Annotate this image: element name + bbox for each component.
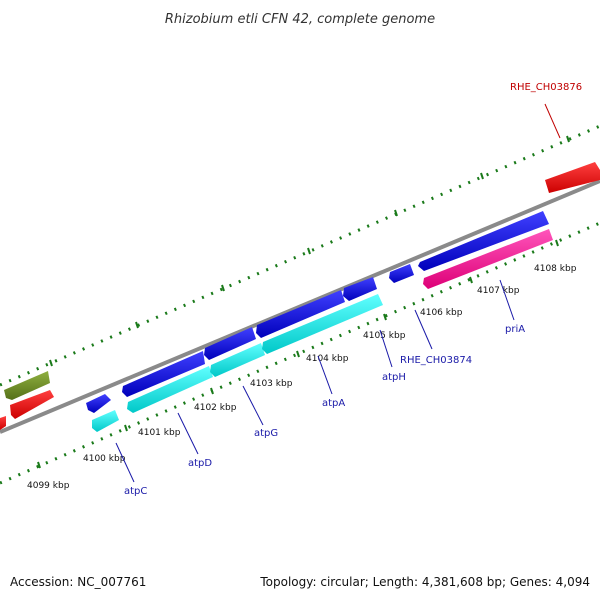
inner-tick-track <box>0 221 600 485</box>
gene-label-atpD[interactable]: atpD <box>188 458 212 469</box>
tick-label: 4106 kbp <box>420 308 463 318</box>
gene-rhe-ch03876[interactable] <box>545 162 600 193</box>
gene-atpC[interactable] <box>92 410 119 432</box>
topology-text: Topology: circular; Length: 4,381,608 bp… <box>259 575 590 589</box>
gene-label-priA[interactable]: priA <box>505 324 525 335</box>
tick-labels: 4099 kbp 4100 kbp 4101 kbp 4102 kbp 4103… <box>27 264 577 491</box>
tick-label: 4099 kbp <box>27 481 70 491</box>
gene-atpA-fwd[interactable] <box>256 290 345 338</box>
tick-label: 4102 kbp <box>194 403 237 413</box>
tick-label: 4108 kbp <box>534 264 577 274</box>
map-title: Rhizobium etli CFN 42, complete genome <box>165 12 435 27</box>
gene-priA-fwd[interactable] <box>418 211 549 271</box>
leader-rhe-ch03876 <box>544 103 561 139</box>
gene-atpH-fwd[interactable] <box>343 277 377 301</box>
gene-label-atpG[interactable]: atpG <box>254 428 278 439</box>
gene-atpG[interactable] <box>210 343 265 377</box>
gene-atpD-fwd[interactable] <box>122 351 205 397</box>
gene-olive[interactable] <box>4 371 50 400</box>
gene-rhe-ch03874-fwd[interactable] <box>389 264 414 283</box>
gene-leaders <box>115 279 515 483</box>
tick-label: 4101 kbp <box>138 428 181 438</box>
tick-label: 4105 kbp <box>363 331 406 341</box>
gene-atpD[interactable] <box>127 366 213 413</box>
gene-label-atpC[interactable]: atpC <box>124 486 147 497</box>
gene-label-rhe-ch03874[interactable]: RHE_CH03874 <box>400 355 472 366</box>
gene-label-rhe-ch03876[interactable]: RHE_CH03876 <box>510 82 582 93</box>
gene-misc-pink[interactable] <box>423 229 553 289</box>
gene-atpG-fwd[interactable] <box>204 327 256 360</box>
gene-atpA[interactable] <box>262 294 383 354</box>
genome-backbone <box>0 179 600 434</box>
gene-red-left[interactable] <box>10 390 54 419</box>
gene-red-edge[interactable] <box>0 416 6 430</box>
tick-label: 4104 kbp <box>306 354 349 364</box>
gene-label-atpA[interactable]: atpA <box>322 398 345 409</box>
inner-major-ticks <box>37 239 559 469</box>
gene-atpC-fwd[interactable] <box>86 394 111 413</box>
gene-label-atpH[interactable]: atpH <box>382 372 406 383</box>
tick-label: 4107 kbp <box>477 286 520 296</box>
tick-label: 4103 kbp <box>250 379 293 389</box>
outer-major-ticks <box>49 135 570 367</box>
tick-label: 4100 kbp <box>83 454 126 464</box>
accession-text: Accession: NC_007761 <box>10 575 146 589</box>
